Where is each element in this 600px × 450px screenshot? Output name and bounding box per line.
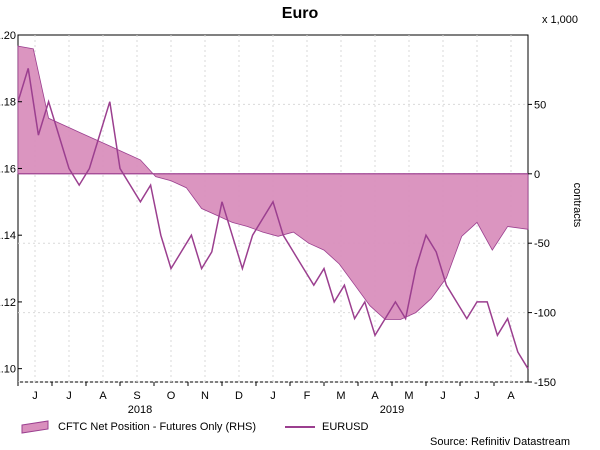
eurusd-line: [17, 68, 529, 370]
right-tick-label: -150: [534, 377, 556, 389]
legend-area-swatch: [21, 420, 49, 434]
x-tick-label: M: [336, 390, 345, 402]
left-tick-label: 1.12: [0, 297, 16, 309]
right-axis-ticks: 50 0 -50 -100 -150: [528, 99, 556, 389]
cftc-area: [17, 45, 529, 320]
left-axis-ticks: 1.20 1.18 1.16 1.14 1.12 1.10: [0, 30, 22, 376]
chart-title: Euro: [282, 5, 319, 22]
x-tick-label: F: [304, 390, 311, 402]
x-tick-label: A: [507, 390, 515, 402]
x-tick-label: J: [32, 390, 38, 402]
right-axis-label: contracts: [571, 183, 583, 228]
right-tick-label: 50: [534, 99, 546, 111]
legend: CFTC Net Position - Futures Only (RHS) E…: [21, 420, 369, 434]
legend-item-cftc: CFTC Net Position - Futures Only (RHS): [21, 420, 256, 434]
x-tick-label: S: [133, 390, 140, 402]
right-tick-label: 0: [534, 169, 540, 181]
legend-item-eurusd: EURUSD: [285, 421, 369, 433]
x-tick-label: J: [66, 390, 72, 402]
x-tick-label: M: [404, 390, 413, 402]
cftc-area-layer: [17, 45, 529, 320]
left-tick-label: 1.16: [0, 163, 16, 175]
left-tick-label: 1.20: [0, 30, 16, 42]
right-tick-label: -50: [534, 238, 550, 250]
year-label-2018: 2018: [128, 404, 152, 416]
right-tick-label: -100: [534, 308, 556, 320]
eurusd-line-layer: [17, 68, 529, 370]
left-tick-label: 1.10: [0, 364, 16, 376]
x-tick-label: J: [270, 390, 276, 402]
legend-eurusd-label: EURUSD: [322, 421, 369, 433]
x-tick-label: O: [167, 390, 176, 402]
right-axis-unit-label: x 1,000: [542, 14, 578, 26]
x-tick-label: J: [474, 390, 480, 402]
left-tick-label: 1.14: [0, 230, 16, 242]
x-tick-label: A: [99, 390, 107, 402]
x-tick-label: J: [440, 390, 446, 402]
x-tick-label: A: [371, 390, 379, 402]
x-tick-label: N: [201, 390, 209, 402]
source-text: Source: Refinitiv Datastream: [430, 436, 570, 448]
year-label-2019: 2019: [380, 404, 404, 416]
legend-cftc-label: CFTC Net Position - Futures Only (RHS): [58, 421, 256, 433]
x-tick-label: D: [235, 390, 243, 402]
left-tick-label: 1.18: [0, 97, 16, 109]
